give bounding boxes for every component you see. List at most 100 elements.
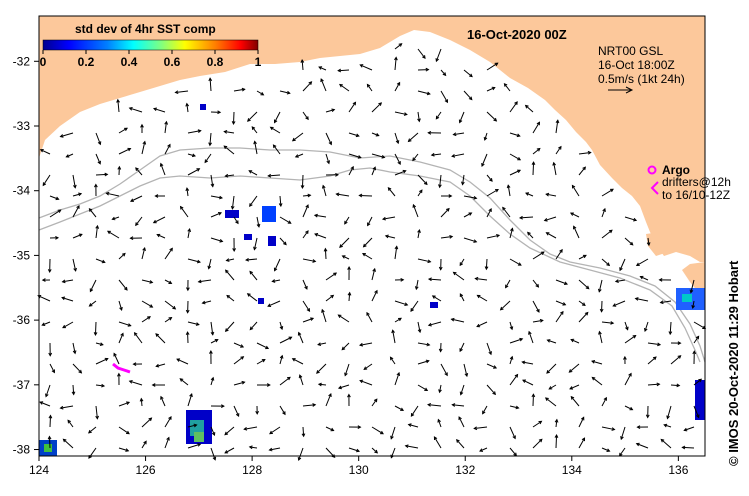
current-arrow [509, 447, 517, 456]
current-arrow [95, 258, 105, 263]
current-arrowhead [539, 318, 544, 323]
current-arrowhead [330, 294, 335, 299]
current-arrow [690, 279, 695, 293]
current-arrowhead [88, 208, 93, 212]
current-arrow [112, 216, 120, 220]
current-arrow [210, 212, 222, 218]
current-arrow [578, 166, 586, 176]
current-arrow [89, 300, 97, 307]
current-arrow [619, 447, 626, 457]
sst-patch [695, 380, 705, 420]
current-arrowhead [374, 289, 378, 294]
current-arrowhead [519, 337, 524, 342]
current-arrowhead [559, 248, 563, 253]
current-arrowhead [172, 305, 177, 310]
current-arrowhead [132, 362, 137, 366]
current-arrow [619, 258, 626, 271]
current-arrowhead [489, 178, 493, 182]
current-arrowhead [168, 280, 173, 284]
current-arrowhead [111, 216, 116, 221]
current-arrowhead [417, 228, 421, 233]
current-arrowhead [282, 411, 286, 416]
current-arrowhead [502, 206, 506, 211]
current-arrow [387, 187, 396, 197]
current-arrow [428, 278, 442, 281]
current-arrowhead [543, 218, 548, 222]
current-arrowhead [265, 345, 270, 350]
current-arrow [571, 185, 580, 197]
current-arrowhead [514, 101, 518, 105]
current-arrow [49, 195, 59, 200]
current-arrowhead [639, 275, 644, 280]
current-arrow [578, 437, 585, 449]
current-arrow [187, 443, 201, 449]
current-arrow [463, 212, 472, 218]
current-arrow [39, 401, 51, 407]
current-arrow [95, 342, 103, 346]
current-arrowhead [62, 438, 67, 443]
current-arrow [440, 236, 453, 239]
current-arrow [164, 279, 172, 284]
current-arrowhead [330, 427, 335, 432]
current-arrowhead [331, 108, 336, 113]
current-arrow [292, 132, 304, 142]
current-arrow [348, 153, 361, 159]
current-arrow [385, 235, 396, 239]
current-arrow [458, 416, 465, 428]
current-arrowhead [476, 294, 481, 299]
current-arrowhead [117, 165, 122, 170]
current-arrowhead [168, 316, 173, 321]
colorbar-tick-label: 0.6 [164, 55, 181, 69]
current-arrowhead [505, 284, 509, 289]
current-arrowhead [253, 140, 257, 145]
current-arrow [249, 271, 258, 281]
current-arrow [522, 361, 534, 365]
current-arrow [477, 294, 488, 302]
current-arrow [106, 192, 120, 197]
current-arrowhead [531, 393, 536, 398]
current-arrowhead [347, 266, 351, 270]
current-arrowhead [45, 393, 49, 398]
sst-patch [244, 234, 252, 240]
current-arrow [118, 401, 130, 407]
current-arrow [669, 321, 672, 335]
current-arrowhead [210, 376, 215, 381]
current-arrowhead [433, 436, 438, 441]
current-arrow [456, 439, 465, 449]
current-arrowhead [271, 279, 276, 283]
current-arrowhead [580, 416, 585, 421]
current-arrow [366, 312, 373, 323]
current-arrow [670, 355, 681, 365]
current-arrowhead [121, 252, 126, 257]
current-arrowhead [125, 448, 130, 452]
current-arrow [578, 279, 590, 289]
current-arrowhead [245, 257, 250, 262]
current-arrowhead [491, 86, 496, 91]
current-arrowhead [372, 166, 377, 171]
current-arrowhead [438, 266, 443, 271]
current-arrowhead [47, 435, 52, 440]
current-arrow [157, 234, 166, 239]
current-arrowhead [442, 72, 447, 77]
current-arrow [394, 372, 400, 386]
current-arrow [509, 153, 521, 161]
current-arrowhead [306, 308, 311, 312]
current-arrowhead [488, 208, 492, 212]
current-arrow [428, 404, 442, 407]
current-arrow [272, 279, 281, 282]
current-arrow [279, 237, 287, 245]
current-arrowhead [119, 306, 123, 311]
current-arrow [224, 426, 235, 436]
current-arrowhead [101, 259, 106, 264]
current-arrow [37, 295, 51, 302]
current-arrow [164, 416, 172, 428]
current-arrow [486, 234, 500, 239]
current-arrowhead [179, 378, 184, 382]
current-arrowhead [219, 238, 224, 243]
current-arrowhead [659, 300, 664, 305]
current-arrow [394, 57, 397, 71]
current-arrowhead [646, 242, 651, 247]
current-arrow [42, 321, 51, 326]
current-arrowhead [516, 133, 521, 138]
current-arrow [269, 426, 281, 435]
